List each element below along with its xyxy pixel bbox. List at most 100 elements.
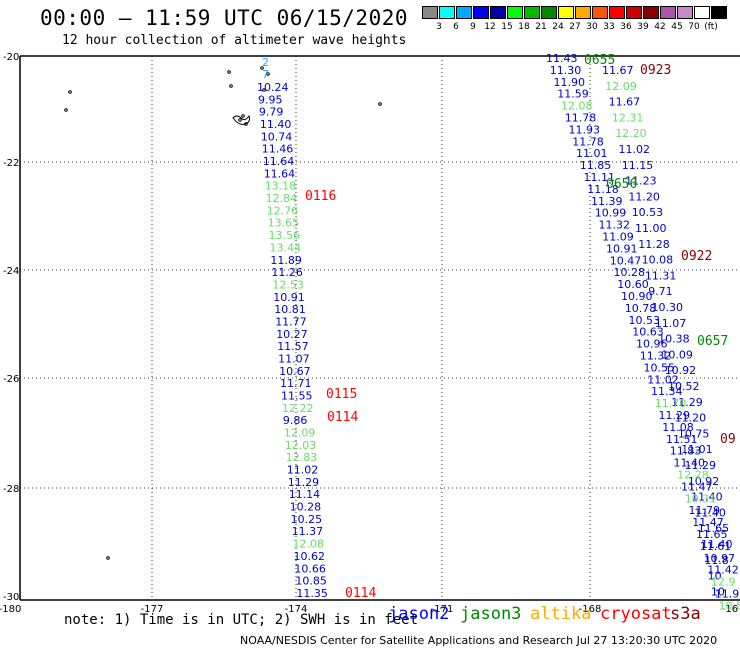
swh-value-track3: 11.59 — [557, 88, 589, 101]
pass-timestamp: 0115 — [326, 387, 357, 402]
colorbar-label: 3 — [436, 22, 442, 32]
coastline-islands — [64, 66, 382, 560]
swh-value-track3: 11.70 — [655, 397, 687, 410]
longitude-label: -168 — [579, 604, 602, 615]
swh-value-track2: 12.31 — [612, 111, 644, 124]
colorbar-label: 18 — [518, 22, 530, 32]
colorbar-swatch — [473, 6, 489, 19]
longitude-label: -177 — [141, 604, 164, 615]
swh-value-track2: 12.09 — [605, 80, 637, 93]
swh-value-track2: 11.40 — [694, 506, 726, 519]
longitude-label: -180 — [0, 604, 21, 615]
swh-value-track1: 10.24 — [257, 81, 289, 94]
colorbar-swatch — [558, 6, 574, 19]
swh-value-track3: 11.47 — [681, 480, 713, 493]
swh-value-track3: 11.34 — [651, 385, 683, 398]
longitude-label: -174 — [285, 604, 308, 615]
swh-value-track1: 11.64 — [264, 167, 296, 180]
pass-timestamp: 0656 — [606, 177, 637, 192]
legend-cryosat: cryosat — [600, 604, 672, 624]
colorbar-swatch — [592, 6, 608, 19]
pass-timestamp: 0657 — [697, 334, 728, 349]
colorbar-swatch — [643, 6, 659, 19]
pass-timestamp: 0114 — [327, 410, 358, 425]
swh-value-track1: 11.77 — [275, 316, 307, 329]
colorbar-swatch — [660, 6, 676, 19]
island-group-outline — [232, 114, 250, 125]
colorbar-swatch — [541, 6, 557, 19]
swh-value-track3: 11.32 — [599, 219, 631, 232]
colorbar-swatch — [711, 6, 727, 19]
swh-value-track1: 10.67 — [279, 365, 311, 378]
swh-value-track1: 10.62 — [294, 550, 326, 563]
swh-value-track2: 10.08 — [642, 254, 674, 267]
swh-value-track3: 11.11 — [584, 171, 616, 184]
swh-value-track1: 10.74 — [261, 130, 293, 143]
swh-value-track1: 11.37 — [292, 525, 324, 538]
swh-value-track1: 2 — [262, 56, 269, 69]
swh-value-track1: 12.84 — [266, 192, 298, 205]
altimeter-tracks: 10.249.959.7911.4010.7411.4611.6411.6413… — [257, 52, 740, 612]
swh-value-track2: 11.31 — [645, 269, 677, 282]
swh-value-track2: 10.09 — [661, 348, 693, 361]
swh-value-track1: 13.65 — [268, 217, 300, 230]
swh-value-track1: 9.86 — [283, 414, 308, 427]
swh-value-track1: 12.76 — [267, 204, 299, 217]
swh-value-track3: 10.91 — [606, 242, 638, 255]
latitude-label: -24 — [3, 266, 19, 277]
colorbar-label: 33 — [603, 22, 615, 32]
swh-value-track2: 11.67 — [602, 64, 634, 77]
colorbar-swatch — [490, 6, 506, 19]
latitude-label: -30 — [3, 592, 19, 603]
colorbar-label: 70 — [688, 22, 700, 32]
swh-value-track2: 11.65 — [698, 522, 730, 535]
swh-value-track3: 10.8 — [719, 599, 740, 612]
swh-value-track1: 11.35 — [296, 587, 328, 600]
swh-value-track1: 11.89 — [270, 254, 302, 267]
colorbar-label: 45 — [671, 22, 683, 32]
longitude-labels: -180 -177 -174 -171 -168 -16 — [0, 604, 738, 615]
pass-timestamp: 0922 — [681, 249, 712, 264]
island-outline — [266, 72, 270, 76]
latitude-label: -26 — [3, 374, 19, 385]
colorbar-swatch — [609, 6, 625, 19]
pass-timestamp: 0655 — [584, 53, 615, 68]
colorbar-swatch — [677, 6, 693, 19]
swh-value-track3: 10.55 — [644, 361, 676, 374]
colorbar-label: 42 — [654, 22, 666, 32]
swh-value-track3: 10.47 — [610, 254, 642, 267]
colorbar-swatch — [456, 6, 472, 19]
colorbar-label: (ft) — [704, 22, 718, 32]
legend-jason2: jason2 — [388, 604, 450, 624]
colorbar-swatch — [524, 6, 540, 19]
swh-value-track1: 10.81 — [274, 303, 306, 316]
longitude-label: -16 — [722, 604, 738, 615]
swh-value-track1: 10.28 — [290, 501, 322, 514]
swh-value-track2: 11.00 — [635, 222, 667, 235]
swh-value-track2: 11.8 — [704, 554, 729, 567]
swh-value-track2: 11.40 — [691, 491, 723, 504]
swh-value-track3: 11.09 — [602, 231, 634, 244]
colorbar-label: 6 — [453, 22, 459, 32]
swh-value-track3: 11.9 — [715, 588, 740, 601]
swh-value-track1: 9.79 — [259, 106, 284, 119]
swh-value-track1: 11.14 — [289, 488, 321, 501]
latitude-label: -20 — [3, 52, 19, 63]
swh-value-track1: 11.71 — [280, 377, 312, 390]
swh-value-track1: 10.27 — [276, 328, 308, 341]
colorbar-label: 36 — [620, 22, 632, 32]
swh-value-track3: 12.28 — [677, 469, 709, 482]
swh-value-track2: 10.52 — [668, 380, 700, 393]
swh-value-track3: 10.28 — [614, 266, 646, 279]
swh-value-track3: 10.63 — [632, 326, 664, 339]
island-outline — [378, 102, 382, 106]
swh-value-track2: 10.75 — [678, 427, 710, 440]
legend-altika: altika — [530, 604, 592, 624]
swh-value-track1: 11.46 — [262, 143, 294, 156]
swh-value-track3: 11.08 — [662, 421, 694, 434]
swh-value-track3: 11.40 — [674, 457, 706, 470]
pass-timestamp: 0116 — [305, 189, 336, 204]
swh-value-track2: 11.40 — [701, 538, 733, 551]
swh-value-track2: 10.92 — [665, 364, 697, 377]
longitude-label: -171 — [431, 604, 454, 615]
